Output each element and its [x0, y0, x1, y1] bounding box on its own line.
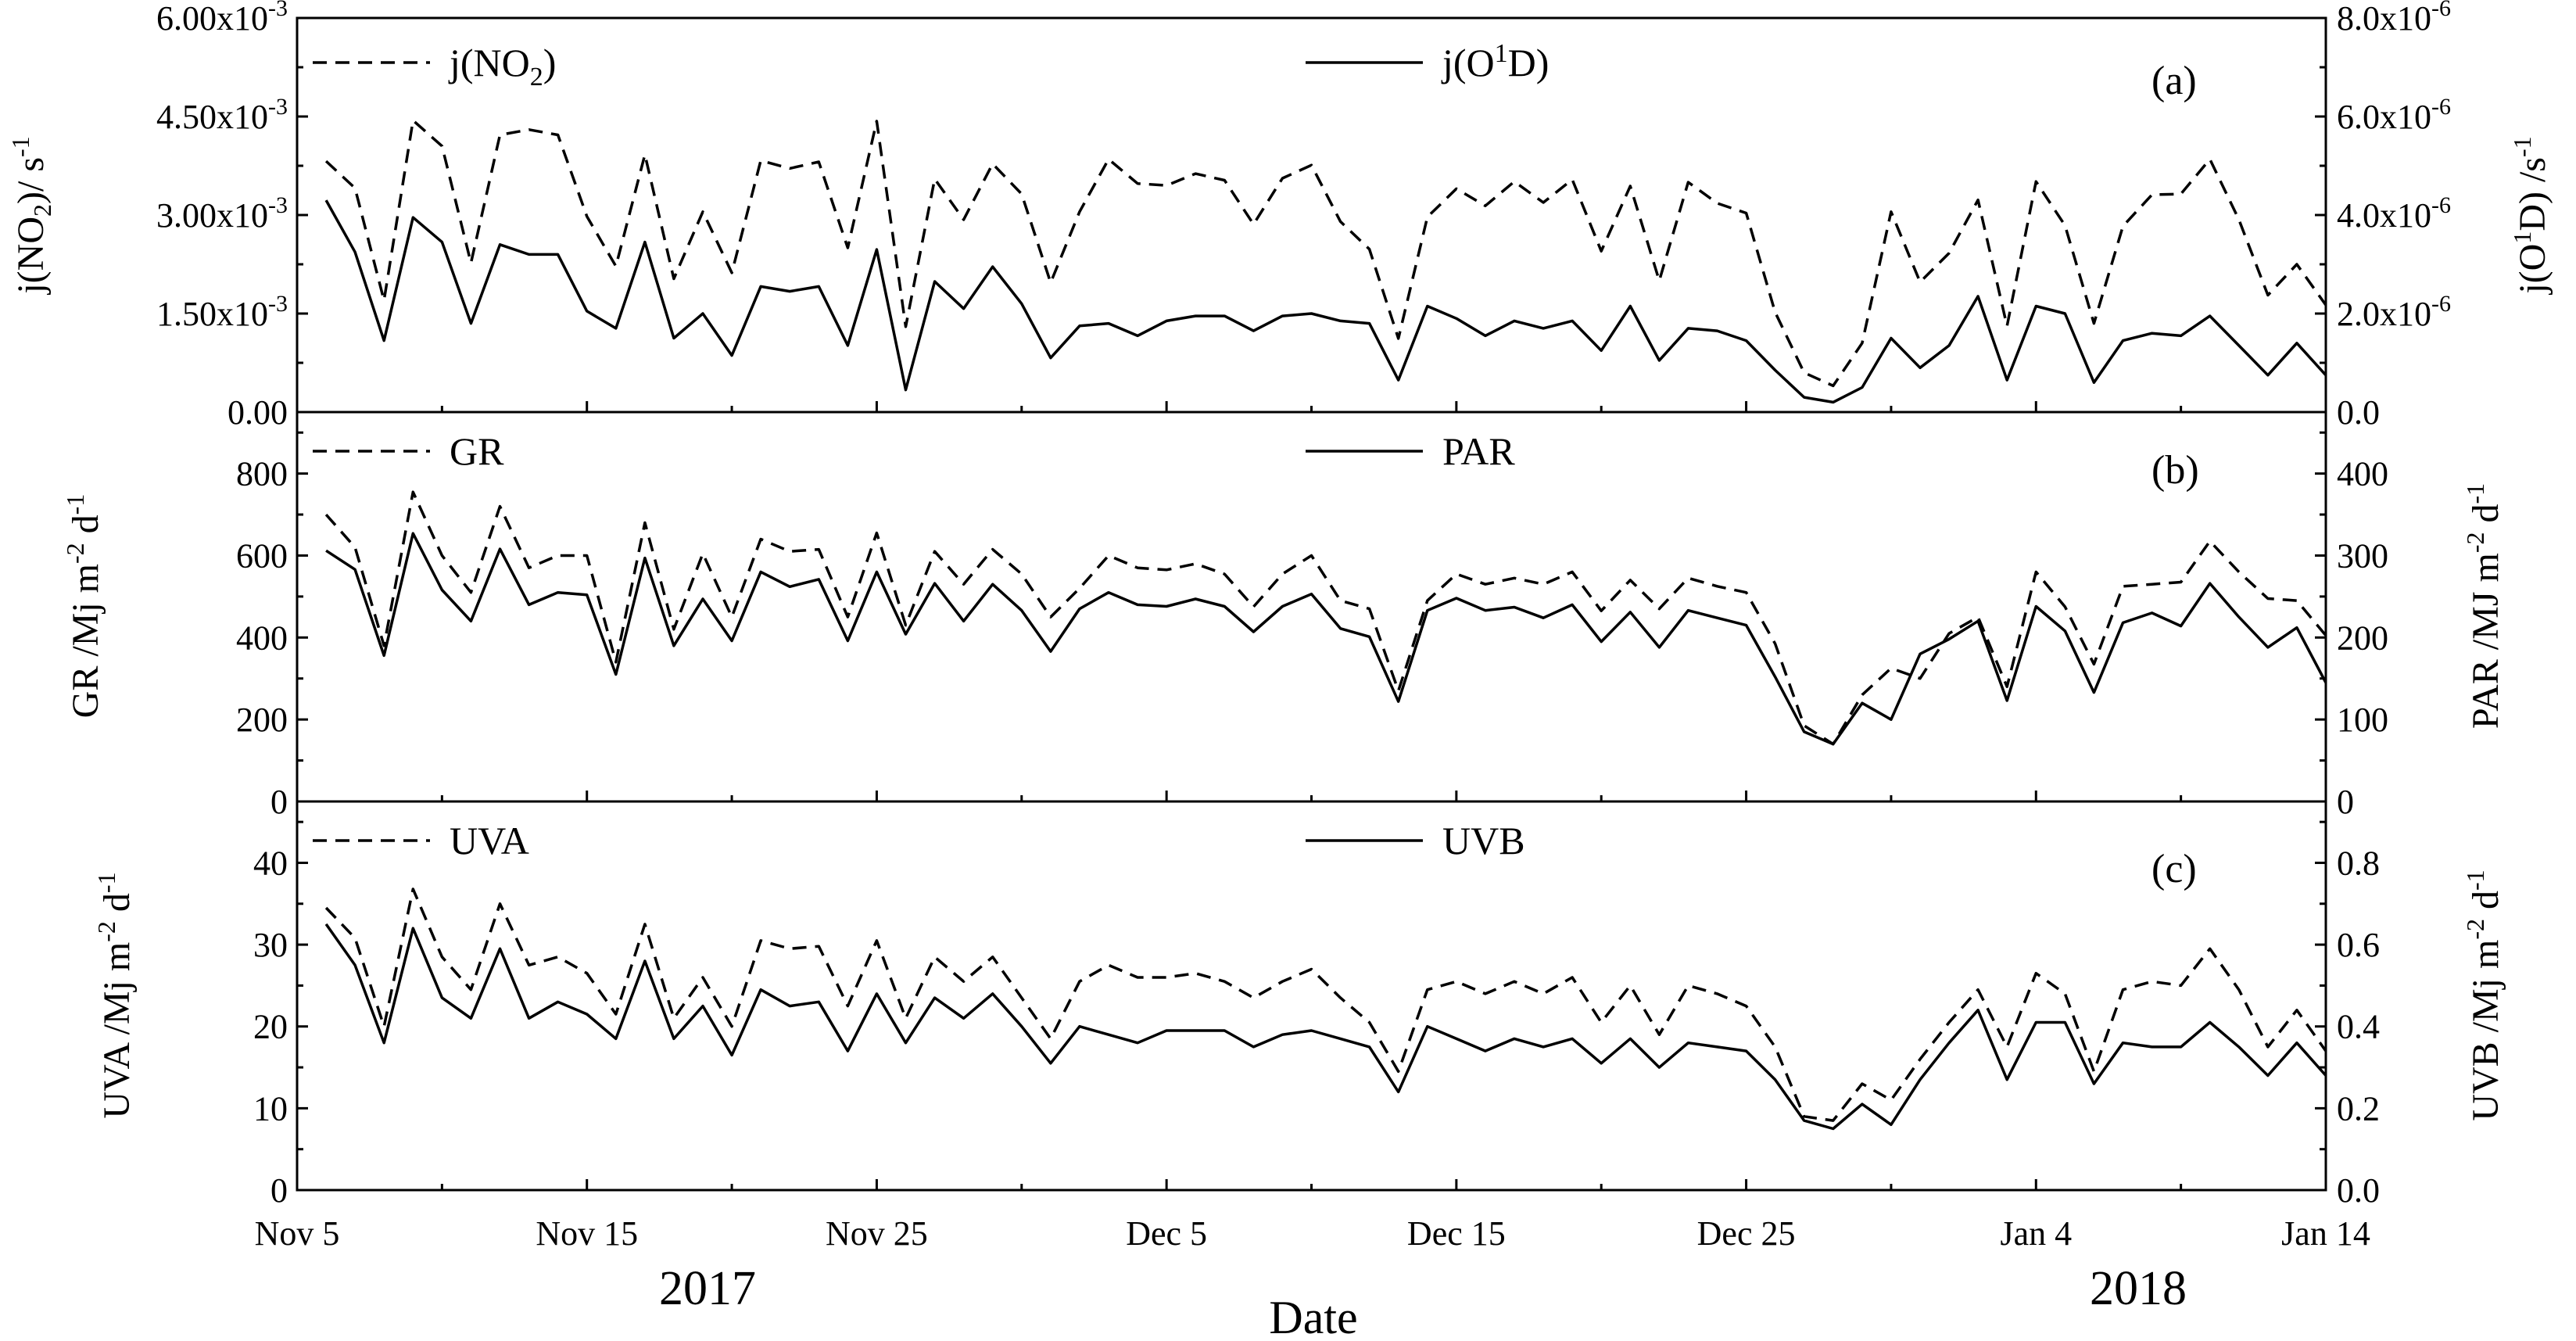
left-ytick-label-1-1: 200 [236, 701, 288, 739]
right-ytick-label-0-0: 0.0 [2337, 393, 2380, 432]
panel-a-frame [296, 16, 2327, 414]
left-ytick-label-1-3: 600 [236, 536, 288, 575]
left-ytick-label-2-0: 0 [270, 1171, 288, 1210]
left-ytick-label-1-0: 0 [270, 783, 288, 821]
panel-c-label: (c) [2151, 847, 2197, 891]
legend-jno2-label: j(NO2) [448, 41, 556, 91]
xtick-label-3: Dec 5 [1126, 1214, 1207, 1253]
panel-c-right-ylabel: UVB /Mj m-2 d-1 [2461, 869, 2506, 1120]
xtick-label-0: Nov 5 [255, 1214, 340, 1253]
right-ytick-label-1-3: 300 [2337, 536, 2388, 575]
right-ytick-label-0-4: 8.0x10-6 [2337, 0, 2451, 38]
right-ytick-label-0-1: 2.0x10-6 [2337, 291, 2451, 333]
panel-b-left-ylabel: GR /Mj m-2 d-1 [61, 494, 106, 719]
xtick-label-7: Jan 14 [2281, 1214, 2370, 1253]
series-line-uva [324, 887, 2327, 1122]
legend-uva-label: UVA [450, 819, 529, 862]
right-ytick-label-2-0: 0.0 [2337, 1171, 2380, 1210]
left-ytick-label-0-3: 4.50x10-3 [156, 94, 288, 136]
legend-par-label: PAR [1442, 429, 1515, 473]
legend-jo1d-label: j(O1D) [1441, 39, 1549, 84]
legend-uvb-label: UVB [1442, 819, 1525, 862]
right-ytick-label-2-1: 0.2 [2337, 1089, 2380, 1128]
left-ytick-label-2-4: 40 [253, 844, 288, 882]
right-ytick-label-1-2: 200 [2337, 619, 2388, 657]
right-ytick-label-0-3: 6.0x10-6 [2337, 94, 2451, 136]
series-line-gr [324, 490, 2327, 746]
left-ytick-label-0-4: 6.00x10-3 [156, 0, 288, 38]
right-ytick-label-0-2: 4.0x10-6 [2337, 192, 2451, 235]
left-ytick-label-0-1: 1.50x10-3 [156, 291, 288, 333]
series-layer [324, 119, 2327, 1131]
left-ytick-label-2-3: 30 [253, 926, 288, 964]
right-ytick-label-1-4: 400 [2337, 455, 2388, 493]
panel-b-right-ylabel: PAR /MJ m-2 d-1 [2461, 483, 2506, 729]
xtick-label-6: Jan 4 [2000, 1214, 2072, 1253]
xtick-label-5: Dec 25 [1697, 1214, 1796, 1253]
legend-gr-label: GR [450, 429, 504, 473]
left-ytick-label-0-2: 3.00x10-3 [156, 192, 288, 235]
panel-a-right-ylabel: j(O1D) /s-1 [2508, 136, 2553, 295]
series-line-par [325, 532, 2327, 746]
right-ytick-label-1-0: 0 [2337, 783, 2354, 821]
panel-a-left-ylabel: j(NO2)/ s-1 [6, 136, 56, 295]
panel-a-label: (a) [2151, 59, 2197, 103]
left-ytick-label-1-4: 800 [236, 455, 288, 493]
xtick-label-2: Nov 25 [826, 1214, 928, 1253]
series-line-jno2 [324, 119, 2327, 388]
panel-c-left-ylabel: UVA /Mj m-2 d-1 [92, 872, 138, 1118]
series-line-jo1d [324, 199, 2327, 404]
left-ytick-label-2-2: 20 [253, 1008, 288, 1046]
tick-layer: 0.001.50x10-33.00x10-34.50x10-36.00x10-3… [156, 0, 2451, 1253]
xtick-label-4: Dec 15 [1407, 1214, 1506, 1253]
left-ytick-label-2-1: 10 [253, 1089, 288, 1128]
panel-b-label: (b) [2151, 448, 2199, 493]
series-line-uvb [324, 923, 2327, 1131]
x-axis-title: Date [1269, 1292, 1357, 1341]
left-ytick-label-0-0: 0.00 [228, 393, 288, 432]
right-ytick-label-2-4: 0.8 [2337, 844, 2380, 882]
left-ytick-label-1-2: 400 [236, 619, 288, 657]
right-ytick-label-1-1: 100 [2337, 701, 2388, 739]
right-ytick-label-2-3: 0.6 [2337, 926, 2380, 964]
year-label-2018: 2018 [2090, 1262, 2187, 1315]
right-ytick-label-2-2: 0.4 [2337, 1008, 2380, 1046]
year-label-2017: 2017 [659, 1262, 756, 1315]
xtick-label-1: Nov 15 [536, 1214, 638, 1253]
